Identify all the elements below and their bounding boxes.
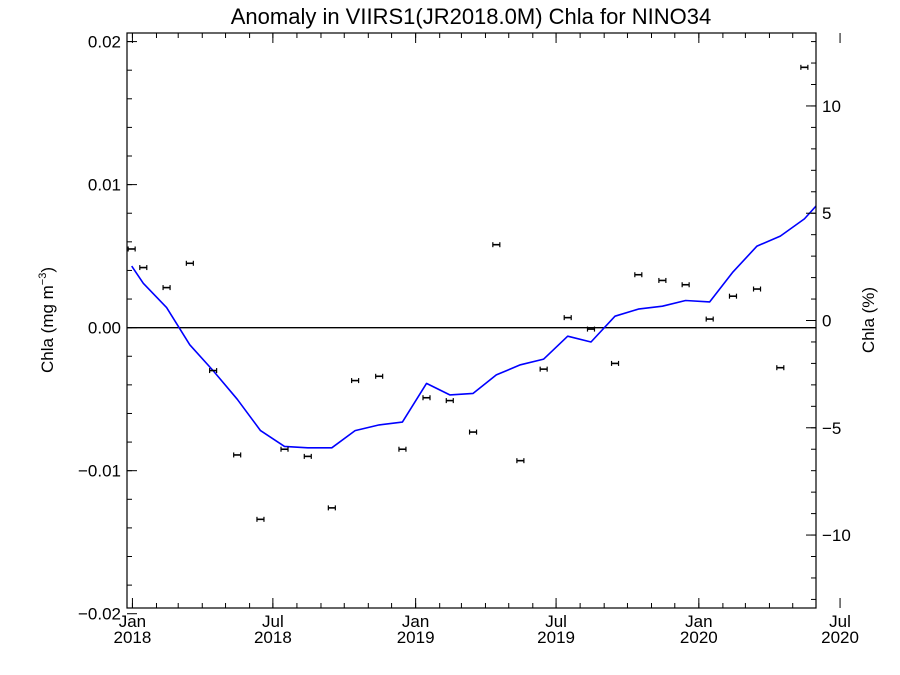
data-point [563, 315, 572, 321]
data-point [468, 429, 478, 435]
data-point [848, 216, 855, 221]
data-point [327, 505, 336, 511]
y-left-tick-label: 0.01 [88, 176, 121, 195]
data-point [752, 286, 762, 292]
y-right-tick-label: 0 [822, 312, 831, 331]
data-point [539, 366, 548, 372]
data-point [681, 282, 690, 288]
y-right-tick-label: −5 [822, 419, 841, 438]
y-left-tick-label: 0.02 [88, 33, 121, 52]
data-point [658, 277, 667, 283]
x-tick-label-year: 2019 [537, 628, 575, 647]
data-point [896, 242, 900, 247]
data-point [139, 265, 148, 271]
y-left-tick-label: −0.01 [78, 462, 121, 481]
x-tick-label-year: 2020 [680, 628, 718, 647]
axis-layer: Jan2018Jul2018Jan2019Jul2019Jan2020Jul20… [78, 33, 859, 647]
data-point [610, 360, 620, 366]
y-axis-left-title: Chla (mg m−3) [37, 267, 57, 373]
data-point [375, 373, 384, 379]
data-point [233, 452, 242, 458]
y-right-tick-label: 5 [822, 204, 831, 223]
series-layer [127, 64, 900, 522]
data-point [728, 293, 738, 299]
data-point [445, 398, 454, 404]
data-point [185, 260, 194, 266]
data-point [492, 242, 501, 248]
data-point [871, 196, 878, 201]
y-right-tick-label: −10 [822, 526, 851, 545]
data-point [398, 446, 407, 452]
y-left-tick-label: 0.00 [88, 319, 121, 338]
data-point [303, 453, 312, 459]
data-point [162, 285, 171, 291]
data-point [586, 326, 596, 332]
x-tick-label-year: 2019 [397, 628, 435, 647]
data-point [800, 64, 809, 70]
data-point [280, 446, 289, 452]
x-tick-label-year: 2018 [114, 628, 152, 647]
plot-frame [126, 32, 817, 609]
y-left-tick-label: −0.02 [78, 605, 121, 624]
data-point [776, 365, 785, 371]
data-point [705, 316, 714, 322]
y-axis-right-title: Chla (%) [859, 287, 878, 353]
y-right-tick-label: 10 [822, 97, 841, 116]
x-tick-label-month: Jul [262, 612, 284, 631]
data-point [634, 272, 643, 278]
data-point [256, 516, 265, 522]
data-point [209, 368, 218, 374]
data-point [351, 378, 360, 384]
x-tick-label-year: 2020 [821, 628, 859, 647]
trend-line [131, 204, 816, 449]
x-tick-label-month: Jan [119, 612, 146, 631]
x-tick-label-month: Jan [402, 612, 429, 631]
chart-title: Anomaly in VIIRS1(JR2018.0M) Chla for NI… [231, 4, 712, 29]
x-tick-label-year: 2018 [254, 628, 292, 647]
data-point [127, 246, 136, 252]
data-point [516, 458, 525, 464]
data-point [422, 395, 431, 401]
x-tick-label-month: Jul [829, 612, 851, 631]
x-tick-label-month: Jul [545, 612, 567, 631]
x-tick-label-month: Jan [685, 612, 712, 631]
